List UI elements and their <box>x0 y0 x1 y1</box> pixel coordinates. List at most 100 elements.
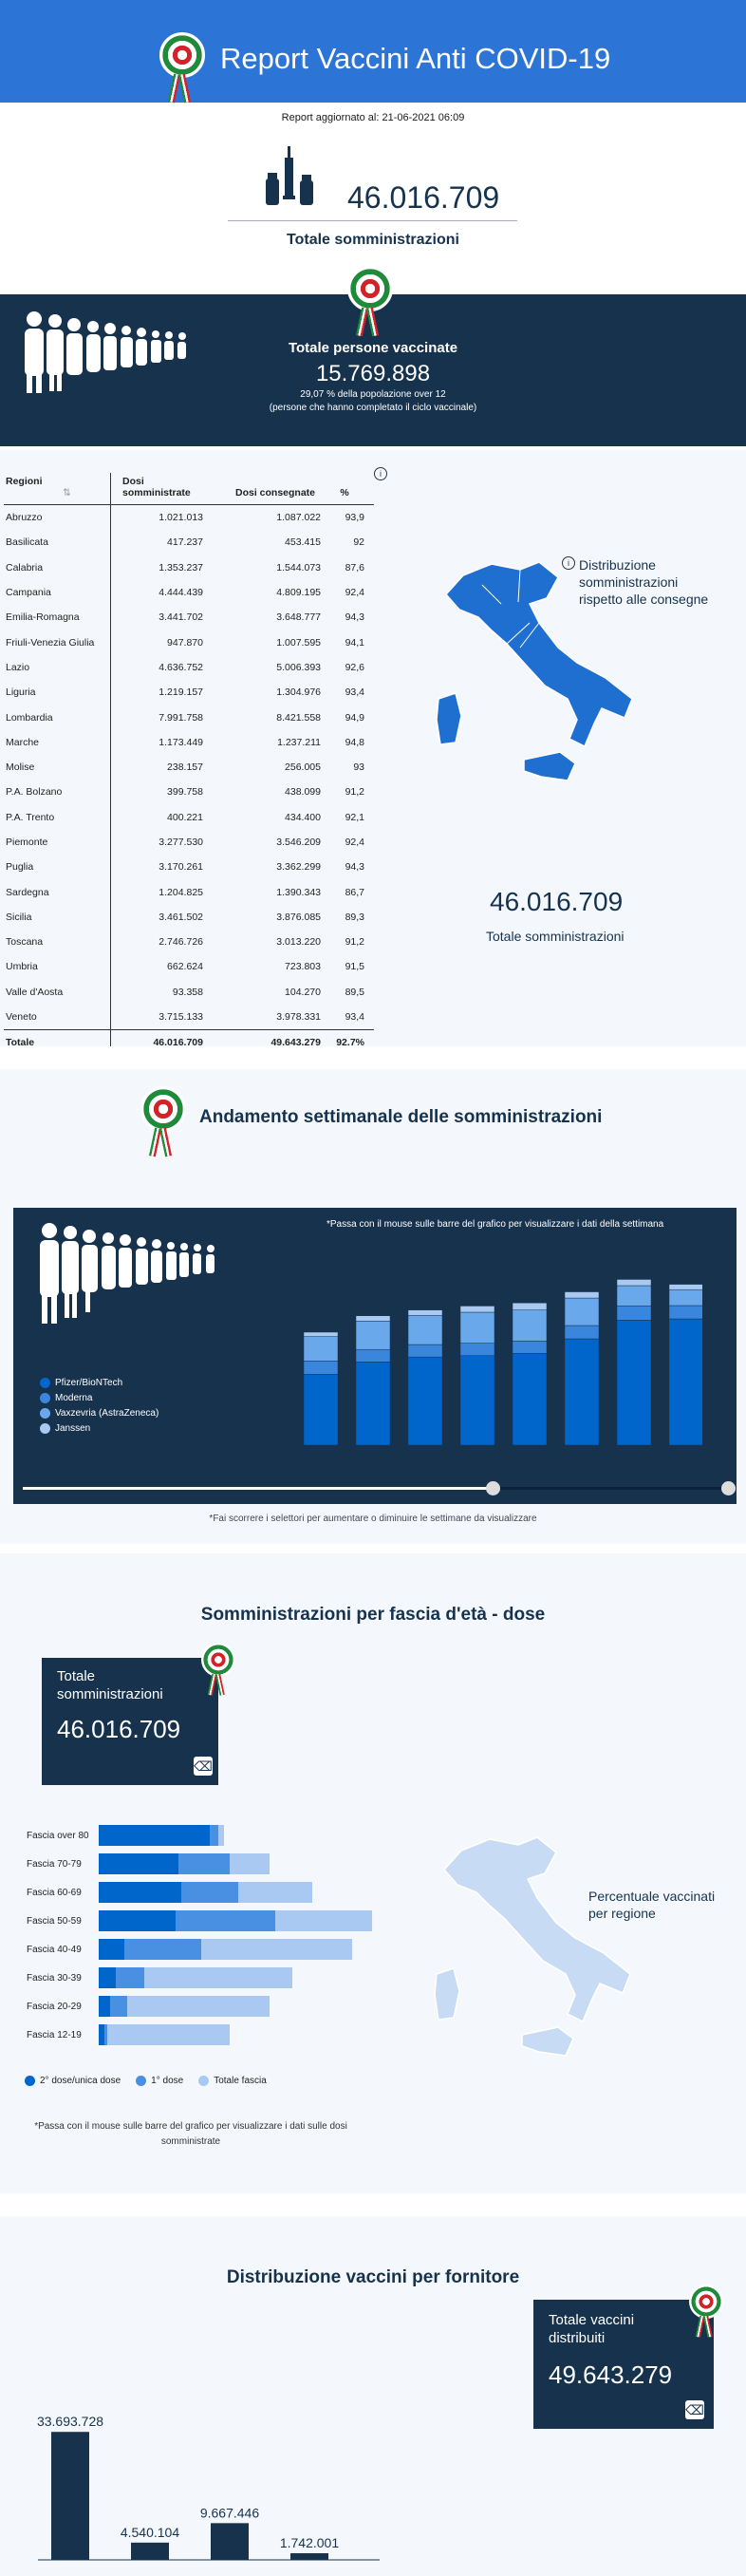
age-bar-segment-2[interactable] <box>178 1853 230 1874</box>
age-bar-row[interactable]: Fascia over 80 <box>27 1821 372 1850</box>
table-row[interactable]: Sardegna 1.204.825 1.390.343 86,7 <box>4 879 374 904</box>
col-header-administered[interactable]: Dosi somministrate <box>110 476 207 498</box>
age-bar-segment-1[interactable] <box>99 1825 210 1846</box>
table-row[interactable]: Lombardia 7.991.758 8.421.558 94,9 <box>4 705 374 729</box>
weekly-bar-2[interactable] <box>355 1348 391 1363</box>
age-bar-segment-2[interactable] <box>210 1825 218 1846</box>
weekly-bar-4[interactable] <box>459 1306 495 1313</box>
weekly-bar-1[interactable] <box>407 1356 443 1446</box>
age-bar-segment-1[interactable] <box>99 1939 124 1960</box>
legend-item[interactable]: 2° dose/unica dose <box>25 2076 121 2086</box>
age-bar-segment-1[interactable] <box>99 2024 104 2045</box>
table-row[interactable]: Liguria 1.219.157 1.304.976 93,4 <box>4 680 374 705</box>
weekly-bar-4[interactable] <box>407 1309 443 1316</box>
age-bar-row[interactable]: Fascia 30-39 <box>27 1964 372 1992</box>
weekly-bar-2[interactable] <box>303 1361 339 1375</box>
weekly-bar-2[interactable] <box>512 1341 548 1354</box>
age-bar-segment-2[interactable] <box>116 1967 144 1988</box>
legend-item[interactable]: Janssen <box>40 1420 159 1436</box>
table-row[interactable]: Calabria 1.353.237 1.544.073 87,6 <box>4 555 374 580</box>
table-row[interactable]: Molise 238.157 256.005 93 <box>4 755 374 780</box>
weekly-bar-3[interactable] <box>668 1288 702 1307</box>
weekly-bar-1[interactable] <box>616 1320 652 1446</box>
age-bar-segment-1[interactable] <box>99 1853 178 1874</box>
weekly-bar-4[interactable] <box>616 1279 652 1287</box>
age-bar-row[interactable]: Fascia 20-29 <box>27 1992 372 2021</box>
age-bar-segment-3[interactable] <box>218 1825 224 1846</box>
table-row[interactable]: Campania 4.444.439 4.809.195 92,4 <box>4 580 374 605</box>
age-bar-segment-1[interactable] <box>99 1996 110 2017</box>
legend-item[interactable]: Totale fascia <box>198 2076 267 2086</box>
col-header-pct[interactable]: % <box>340 487 349 498</box>
info-icon[interactable]: i <box>562 556 575 570</box>
weekly-bar-4[interactable] <box>668 1284 702 1290</box>
table-row[interactable]: Abruzzo 1.021.013 1.087.022 93,9 <box>4 505 374 530</box>
age-bar-row[interactable]: Fascia 70-79 <box>27 1850 372 1878</box>
age-bar-segment-3[interactable] <box>201 1939 352 1960</box>
age-bar-segment-1[interactable] <box>99 1910 176 1931</box>
age-bar-chart[interactable]: Fascia over 80 Fascia 70-79 Fascia 60-69 Fa… <box>27 1821 372 2049</box>
weekly-bar-2[interactable] <box>459 1343 495 1356</box>
info-icon[interactable]: i <box>374 467 387 480</box>
legend-item[interactable]: Moderna <box>40 1390 159 1405</box>
table-row[interactable]: Emilia-Romagna 3.441.702 3.648.777 94,3 <box>4 605 374 630</box>
table-row[interactable]: Toscana 2.746.726 3.013.220 91,2 <box>4 930 374 954</box>
age-bar-row[interactable]: Fascia 40-49 <box>27 1935 372 1964</box>
age-bar-row[interactable]: Fascia 50-59 <box>27 1907 372 1935</box>
legend-item[interactable]: Vaxzevria (AstraZeneca) <box>40 1405 159 1420</box>
supplier-bar[interactable] <box>211 2523 249 2560</box>
weekly-bar-2[interactable] <box>564 1325 600 1340</box>
age-bar-segment-2[interactable] <box>176 1910 275 1931</box>
age-bar-segment-3[interactable] <box>230 1853 270 1874</box>
weekly-bar-3[interactable] <box>407 1315 443 1345</box>
table-row[interactable]: Valle d'Aosta 93.358 104.270 89,5 <box>4 980 374 1005</box>
table-row[interactable]: Piemonte 3.277.530 3.546.209 92,4 <box>4 830 374 855</box>
weekly-bar-1[interactable] <box>564 1338 600 1446</box>
weekly-bar-4[interactable] <box>303 1331 339 1337</box>
age-bar-segment-2[interactable] <box>110 1996 127 2017</box>
supplier-bar-chart[interactable]: 33.693.728 4.540.104 9.667.446 1.742.001 <box>28 2402 389 2576</box>
weekly-bar-4[interactable] <box>564 1291 600 1299</box>
weekly-bar-1[interactable] <box>459 1355 495 1446</box>
weekly-bar-1[interactable] <box>668 1318 702 1446</box>
age-bar-segment-3[interactable] <box>275 1910 372 1931</box>
table-row[interactable]: Puglia 3.170.261 3.362.299 94,3 <box>4 855 374 879</box>
weekly-bar-4[interactable] <box>355 1315 391 1322</box>
week-range-handle-right[interactable] <box>721 1481 736 1495</box>
italy-map-administrations[interactable] <box>425 556 643 784</box>
age-bar-segment-3[interactable] <box>127 1996 270 2017</box>
supplier-bar[interactable] <box>51 2432 89 2560</box>
legend-item[interactable]: Pfizer/BioNTech <box>40 1375 159 1390</box>
col-header-region[interactable]: Regioni ⇅ <box>6 476 71 498</box>
weekly-bar-2[interactable] <box>616 1306 652 1321</box>
table-row[interactable]: Sicilia 3.461.502 3.876.085 89,3 <box>4 905 374 930</box>
supplier-bar[interactable] <box>290 2553 328 2560</box>
age-bar-segment-3[interactable] <box>144 1967 292 1988</box>
age-bar-segment-3[interactable] <box>238 1882 312 1903</box>
italy-map-vaccinated[interactable] <box>423 1808 642 2083</box>
weekly-bar-1[interactable] <box>303 1374 339 1446</box>
table-row[interactable]: Marche 1.173.449 1.237.211 94,8 <box>4 730 374 755</box>
weekly-bar-3[interactable] <box>303 1336 339 1362</box>
weekly-bar-2[interactable] <box>407 1344 443 1358</box>
table-row[interactable]: P.A. Trento 400.221 434.400 92,1 <box>4 805 374 830</box>
weekly-bar-3[interactable] <box>616 1285 652 1307</box>
table-row[interactable]: Lazio 4.636.752 5.006.393 92,6 <box>4 655 374 680</box>
table-row[interactable]: P.A. Bolzano 399.758 438.099 91,2 <box>4 780 374 804</box>
col-header-delivered[interactable]: Dosi consegnate <box>235 487 316 498</box>
table-row[interactable]: Basilicata 417.237 453.415 92 <box>4 530 374 555</box>
weekly-bar-4[interactable] <box>512 1302 548 1310</box>
week-range-handle-left[interactable] <box>486 1481 500 1495</box>
table-row[interactable]: Umbria 662.624 723.803 91,5 <box>4 954 374 979</box>
legend-item[interactable]: 1° dose <box>136 2076 183 2086</box>
weekly-bar-1[interactable] <box>355 1362 391 1446</box>
age-bar-segment-2[interactable] <box>124 1939 201 1960</box>
eraser-icon[interactable]: ⌫ <box>194 1757 213 1776</box>
weekly-bar-chart[interactable] <box>285 1246 702 1474</box>
eraser-icon[interactable]: ⌫ <box>685 2400 704 2419</box>
weekly-bar-3[interactable] <box>512 1309 548 1342</box>
age-bar-segment-3[interactable] <box>107 2024 230 2045</box>
age-bar-segment-1[interactable] <box>99 1882 181 1903</box>
age-bar-segment-2[interactable] <box>104 2024 107 2045</box>
table-row[interactable]: Veneto 3.715.133 3.978.331 93,4 <box>4 1005 374 1029</box>
